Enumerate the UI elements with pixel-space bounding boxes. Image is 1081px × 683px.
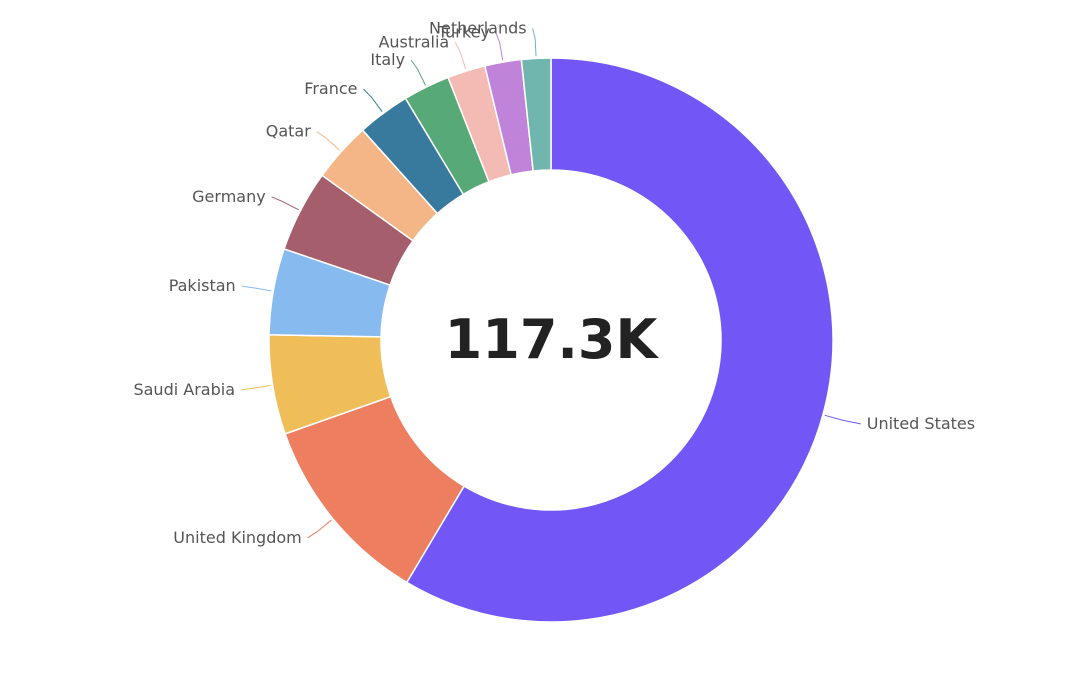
label-australia: Australia — [378, 32, 449, 51]
center-total-label: 117.3K — [445, 308, 660, 371]
label-turkey: Turkey — [437, 23, 490, 42]
slice-netherlands — [520, 57, 552, 172]
label-italy: Italy — [370, 50, 405, 69]
leader-line-united-kingdom — [307, 519, 332, 539]
slices-group — [268, 57, 834, 623]
leader-line-netherlands — [532, 28, 537, 57]
leader-line-germany — [271, 196, 299, 211]
label-united-kingdom: United Kingdom — [173, 528, 301, 547]
leader-lines-group — [240, 28, 861, 539]
labels-group: United States United Kingdom Saudi Arabia P… — [133, 18, 975, 546]
label-france: France — [304, 79, 357, 98]
leader-line-turkey — [495, 32, 504, 61]
label-germany: Germany — [192, 187, 266, 206]
label-netherlands: Netherlands — [429, 18, 527, 37]
leader-line-qatar — [316, 131, 340, 151]
label-saudi-arabia: Saudi Arabia — [133, 380, 235, 399]
slice-united-states — [405, 57, 834, 623]
leader-line-saudi-arabia — [240, 384, 271, 391]
leader-line-italy — [410, 59, 426, 86]
leader-line-united-states — [824, 414, 861, 425]
label-pakistan: Pakistan — [169, 276, 236, 295]
label-united-states: United States — [867, 414, 975, 433]
label-qatar: Qatar — [266, 122, 311, 141]
leader-line-france — [363, 88, 383, 112]
leader-line-australia — [454, 42, 467, 70]
leader-line-pakistan — [241, 285, 272, 292]
